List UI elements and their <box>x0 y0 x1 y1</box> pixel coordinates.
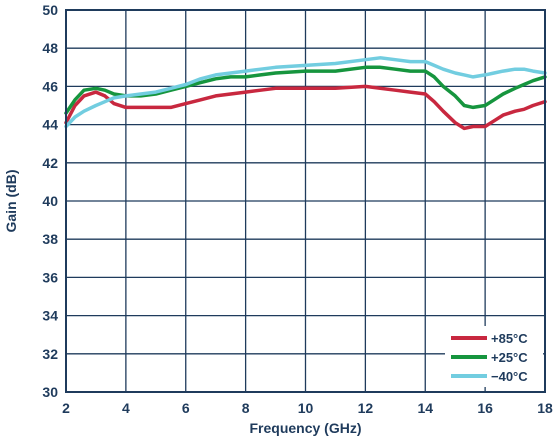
y-tick-label: 46 <box>42 78 58 94</box>
x-tick-label: 8 <box>242 400 250 416</box>
x-tick-labels: 2 4 6 8 10 12 14 16 18 <box>62 400 553 416</box>
series-lines <box>64 56 547 131</box>
legend-label: +25°C <box>491 350 528 365</box>
y-tick-label: 30 <box>42 384 58 400</box>
series-line-0 <box>64 84 547 131</box>
x-axis-title: Frequency (GHz) <box>249 420 361 436</box>
y-tick-label: 48 <box>42 40 58 56</box>
y-tick-label: 40 <box>42 193 58 209</box>
y-axis-title: Gain (dB) <box>3 170 19 233</box>
y-tick-label: 50 <box>42 2 58 18</box>
y-tick-label: 36 <box>42 269 58 285</box>
x-tick-label: 14 <box>417 400 433 416</box>
x-tick-label: 4 <box>122 400 130 416</box>
y-tick-label: 38 <box>42 231 58 247</box>
x-tick-label: 2 <box>62 400 70 416</box>
y-tick-label: 32 <box>42 346 58 362</box>
legend-label: +85°C <box>491 331 528 346</box>
y-tick-label: 42 <box>42 155 58 171</box>
series-line-2 <box>64 56 547 129</box>
y-tick-label: 34 <box>42 308 58 324</box>
x-tick-label: 18 <box>537 400 553 416</box>
plot-frame <box>65 9 546 393</box>
x-tick-label: 6 <box>182 400 190 416</box>
y-tick-labels: 30 32 34 36 38 40 42 44 46 48 50 <box>42 2 58 400</box>
x-tick-label: 16 <box>477 400 493 416</box>
x-tick-label: 12 <box>358 400 374 416</box>
x-tick-label: 10 <box>298 400 314 416</box>
y-tick-label: 44 <box>42 117 58 133</box>
legend-label: −40°C <box>491 369 528 384</box>
legend: +85°C +25°C −40°C <box>445 326 543 387</box>
